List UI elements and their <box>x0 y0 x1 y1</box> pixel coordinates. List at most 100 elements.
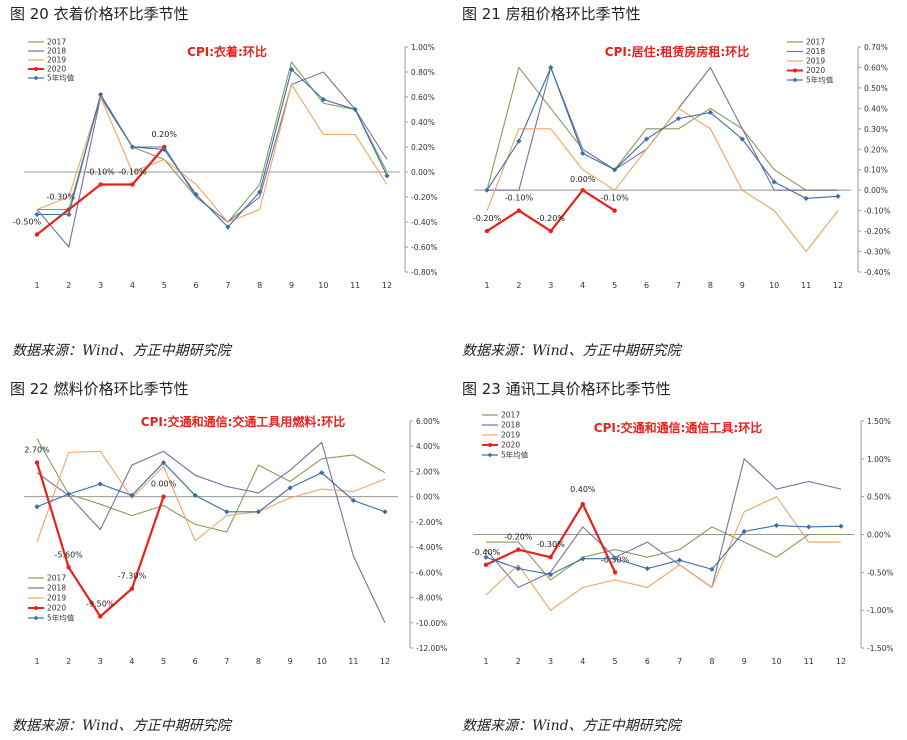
series-line-2018 <box>36 441 386 624</box>
x-tick-label: 9 <box>289 281 294 290</box>
x-tick-label: 11 <box>804 657 814 666</box>
data-label-2020: -7.30% <box>118 572 147 581</box>
point-avg <box>287 485 293 491</box>
chart-title: CPI:衣着:环比 <box>187 44 267 59</box>
point-avg <box>382 509 388 515</box>
x-tick-label: 9 <box>288 657 293 666</box>
data-label-2020: 0.40% <box>570 485 596 494</box>
y-tick-label: 0.80% <box>411 68 435 77</box>
point-2020 <box>516 547 521 552</box>
legend-label: 2020 <box>806 66 825 75</box>
series-line-2018 <box>485 457 842 589</box>
series-line-avg <box>485 524 842 576</box>
x-tick-label: 1 <box>34 657 39 666</box>
x-tick-label: 10 <box>318 281 328 290</box>
x-tick-label: 4 <box>129 657 134 666</box>
figure-title: 图 20 衣着价格环比季节性 <box>10 5 189 23</box>
legend-label: 2020 <box>501 441 520 450</box>
point-avg <box>741 528 747 535</box>
y-tick-label: 0.20% <box>411 143 435 152</box>
point-avg <box>709 566 715 572</box>
legend-label: 2017 <box>806 38 825 47</box>
point-avg <box>547 572 554 578</box>
source-note: 数据来源：Wind、方正中期研究院 <box>12 718 231 734</box>
legend-label: 2017 <box>47 38 66 47</box>
legend-label: 2019 <box>806 57 825 66</box>
series-line-2018 <box>36 71 388 249</box>
x-tick-label: 11 <box>350 281 360 290</box>
legend-marker <box>33 75 39 81</box>
data-label-2020: -9.50% <box>86 599 115 608</box>
legend-label: 2018 <box>47 584 66 593</box>
legend-label: 2018 <box>501 421 520 430</box>
legend-label: 2018 <box>47 47 66 56</box>
legend-label: 5年均值 <box>501 450 529 460</box>
point-avg <box>612 556 618 562</box>
x-tick-label: 8 <box>708 281 713 290</box>
y-tick-label: -0.60% <box>411 243 438 252</box>
data-label-2020: -0.10% <box>86 168 115 177</box>
point-avg <box>516 138 522 144</box>
y-tick-label: -0.50% <box>867 568 894 577</box>
x-tick-label: 10 <box>317 657 327 666</box>
series-line-avg <box>36 461 386 513</box>
x-tick-label: 4 <box>130 281 135 290</box>
x-tick-label: 12 <box>833 281 843 290</box>
y-tick-label: 0.70% <box>864 43 888 52</box>
point-avg <box>771 179 777 185</box>
point-avg <box>257 189 263 195</box>
y-tick-label: 0.00% <box>416 493 440 502</box>
data-label-2020: -0.10% <box>118 168 147 177</box>
point-avg <box>129 492 135 499</box>
y-tick-label: 0.30% <box>864 125 888 134</box>
x-tick-label: 6 <box>645 657 650 666</box>
point-2020 <box>66 565 71 570</box>
x-tick-label: 10 <box>769 281 779 290</box>
data-label-2020: -0.20% <box>473 214 502 223</box>
x-tick-label: 6 <box>644 281 649 290</box>
point-avg <box>806 524 812 530</box>
x-tick-label: 6 <box>194 281 199 290</box>
y-tick-label: 0.00% <box>411 168 435 177</box>
x-tick-label: 9 <box>742 657 747 666</box>
data-label-2020: 0.00% <box>151 480 177 489</box>
x-tick-label: 3 <box>98 657 103 666</box>
point-avg <box>384 173 390 179</box>
point-2020 <box>98 614 103 619</box>
legend-label: 2020 <box>47 65 66 74</box>
point-2020 <box>484 228 490 234</box>
legend-marker <box>792 77 798 83</box>
data-label-2020: -0.20% <box>504 533 533 542</box>
chart-clothing: -0.80% -0.60% -0.40% -0.20% 0.00% 0.20% 0.40% 0… <box>13 38 438 291</box>
series-line-avg <box>486 66 839 199</box>
x-tick-label: 2 <box>66 281 71 290</box>
point-2020 <box>580 187 585 193</box>
x-tick-label: 5 <box>612 281 617 290</box>
figure-title: 图 21 房租价格环比季节性 <box>462 5 641 23</box>
point-avg <box>677 557 683 563</box>
point-avg <box>319 470 325 476</box>
y-tick-label: -0.40% <box>864 268 891 277</box>
point-2020 <box>34 232 40 237</box>
legend-marker <box>34 67 38 71</box>
point-2020 <box>548 228 554 234</box>
point-avg <box>838 523 844 529</box>
point-avg <box>66 211 72 218</box>
legend-label: 5年均值 <box>47 613 75 623</box>
point-avg <box>707 109 713 116</box>
x-tick-label: 6 <box>193 657 198 666</box>
chart-telecom: -1.50%-1.00%-0.50%0.00%0.50%1.00%1.50%1 2… <box>472 411 894 667</box>
legend-marker <box>33 615 39 621</box>
point-avg <box>675 115 682 122</box>
x-tick-label: 12 <box>836 657 846 666</box>
point-2020 <box>161 494 166 499</box>
x-tick-label: 5 <box>613 657 618 666</box>
x-tick-label: 10 <box>771 657 781 666</box>
point-avg <box>350 497 356 504</box>
y-tick-label: 0.10% <box>864 166 888 175</box>
data-label-2020: -0.10% <box>505 194 534 203</box>
legend-label: 5年均值 <box>47 73 75 83</box>
figure-title: 图 23 通讯工具价格环比季节性 <box>462 380 671 398</box>
point-avg <box>160 460 167 466</box>
data-label-2020: -0.10% <box>600 194 629 203</box>
